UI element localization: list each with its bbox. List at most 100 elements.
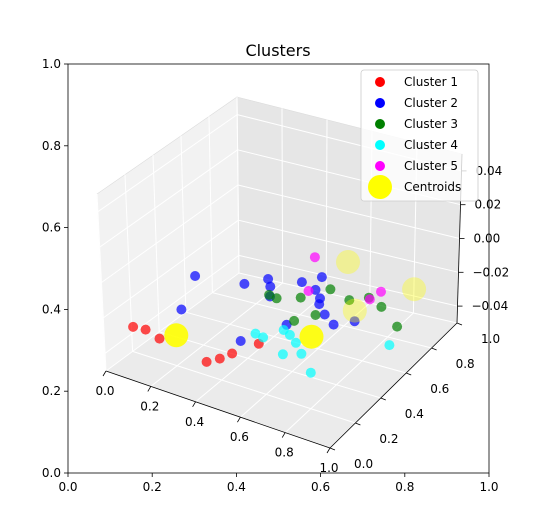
point-cluster-2 [265,281,276,292]
y-axis-3d-line [329,322,458,449]
x-axis-3d-line [105,370,331,449]
point-cluster-2 [176,304,187,315]
point-cluster-1 [128,321,139,332]
outer-y-tick-label: 0.2 [42,384,61,398]
grid-line-z-left [101,184,239,283]
legend-marker [375,77,385,87]
grid-line-z-left [97,114,238,213]
point-cluster-4 [258,332,269,343]
y3d-tick [456,322,463,326]
point-cluster-3 [289,315,300,326]
z3d-tick-label: −0.04 [472,299,509,313]
point-centroids [336,250,360,274]
scatter-points [128,250,427,378]
point-cluster-1 [140,324,151,335]
grid-line-z-back [238,254,458,307]
ticks-3d: 0.0 0.2 0.4 0.6 0.8 1.0 0.0 0.2 0.4 0.6 0.8 1.0 −0.0… [95,164,509,475]
x3d-tick [281,432,286,438]
grid-line-z-back [237,184,460,239]
outer-y-tick-label: 0.6 [42,221,61,235]
point-cluster-5 [309,252,320,263]
z3d-tick-label: 0.02 [475,198,502,212]
chart-title: Clusters [245,41,310,60]
legend-label: Cluster 3 [404,117,458,131]
y3d-tick-label: 0.2 [379,432,398,446]
outer-x-tick-label: 0.0 [58,480,77,494]
grid-line-z-left [99,149,238,248]
y3d-tick [329,447,336,451]
grid-line-z-left [104,254,240,354]
y3d-tick-label: 0.4 [405,407,424,421]
legend-label: Cluster 4 [404,138,458,152]
y3d-tick [431,347,437,351]
point-cluster-1 [214,353,225,364]
point-cluster-3 [271,293,282,304]
grid-line-left-vertical [96,193,107,372]
x3d-tick-label: 0.0 [95,384,114,398]
outer-x-tick-label: 1.0 [479,480,498,494]
point-centroids [402,277,427,302]
y3d-tick-label: 0.0 [354,457,373,471]
point-cluster-4 [305,367,316,378]
outer-x-tick-label: 0.8 [395,480,414,494]
y3d-tick [406,372,412,376]
x3d-tick [102,370,107,377]
x3d-tick [192,401,196,408]
x3d-tick-label: 0.8 [275,446,294,460]
outer-axis-ticks: 0.0 0.2 0.4 0.6 0.8 1.0 0.0 0.2 0.4 0.6 0.8 1.0 [42,57,499,494]
y3d-tick-label: 0.6 [430,382,449,396]
outer-y-tick-label: 0.8 [42,139,61,153]
grid-line-y [132,350,356,424]
z3d-tick-label: 0.00 [474,232,501,246]
point-cluster-2 [296,277,307,288]
point-cluster-2 [239,278,250,289]
grid-line-x [105,272,240,372]
grid-line-x [240,302,371,418]
legend-marker [375,98,385,108]
legend-label: Cluster 5 [404,159,458,173]
point-cluster-2 [319,309,330,320]
grid-line-x [284,312,414,433]
point-cluster-4 [250,328,261,339]
point-centroids [342,298,367,323]
legend-marker [375,119,385,129]
z3d-tick-label: 0.04 [476,164,503,178]
legend-label: Cluster 1 [404,75,458,89]
point-cluster-4 [284,329,295,340]
point-cluster-2 [235,336,246,346]
point-cluster-3 [264,289,275,300]
point-cluster-2 [190,271,201,281]
point-cluster-4 [290,337,301,348]
x3d-tick-label: 1.0 [319,461,338,475]
z3d-tick-label: −0.02 [473,265,510,279]
outer-y-tick-label: 0.0 [42,466,61,480]
grid-line-z-back [238,219,459,273]
x3d-tick [147,386,152,392]
outer-x-tick-label: 0.6 [311,480,330,494]
x3d-tick [237,416,241,423]
point-cluster-3 [344,295,355,306]
grid-line-left-vertical [124,174,134,352]
x3d-tick-label: 0.4 [185,415,204,429]
grid-line-y [212,292,432,349]
y3d-tick [355,422,361,426]
legend: Cluster 1 Cluster 2 Cluster 3 Cluster 4 Clus… [360,69,479,202]
point-cluster-3 [310,310,321,320]
x3d-tick-label: 0.2 [140,399,159,413]
outer-y-tick-label: 1.0 [42,57,61,71]
point-cluster-5 [376,286,386,297]
point-cluster-5 [364,294,375,305]
point-cluster-1 [154,333,165,344]
outer-y-tick-label: 0.4 [42,302,61,316]
point-cluster-4 [296,348,307,359]
outer-x-tick-label: 0.4 [227,480,246,494]
point-cluster-3 [392,321,403,332]
point-cluster-2 [263,274,274,284]
grid-line-x [150,282,283,387]
grid-line-left-vertical [236,96,240,274]
x3d-tick [326,447,331,454]
outer-x-tick-label: 0.2 [143,480,162,494]
legend-box [360,69,479,202]
legend-marker [375,140,385,150]
point-cluster-2 [314,299,325,310]
